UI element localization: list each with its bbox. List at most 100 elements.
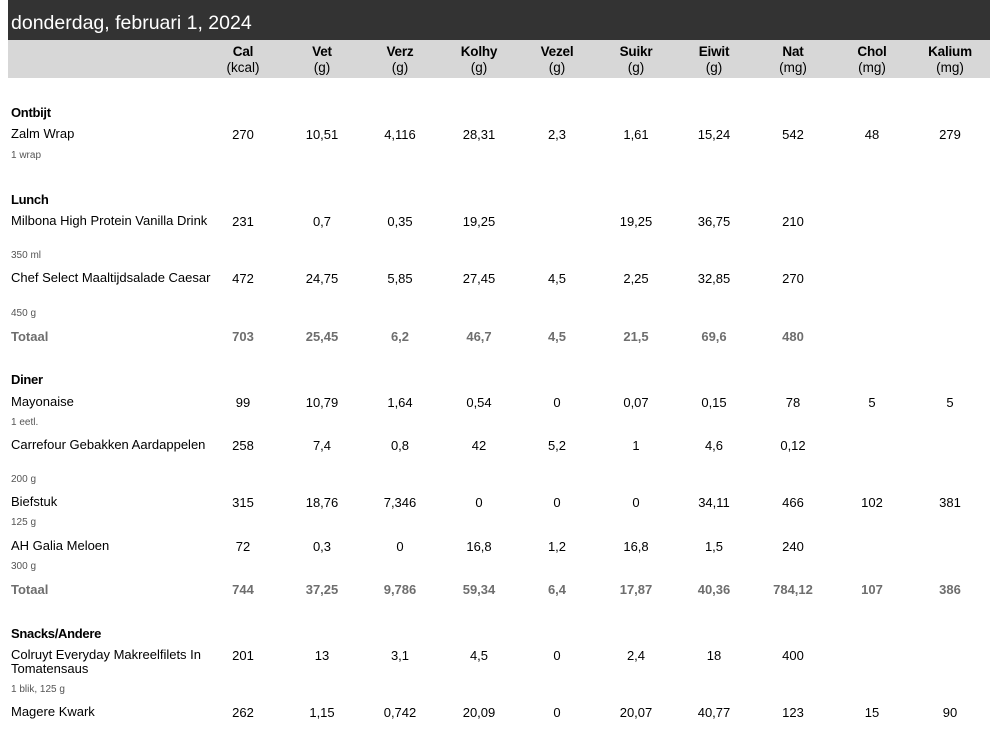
col-header-kalium: Kalium (mg) — [928, 44, 972, 75]
total-vet: 25,45 — [305, 329, 339, 344]
cell-vet: 0,7 — [312, 214, 332, 229]
cell-eiwit: 40,77 — [697, 705, 731, 720]
cell-cal: 315 — [232, 495, 254, 510]
food-name[interactable]: Milbona High Protein Vanilla Drink — [11, 213, 208, 228]
cell-vet: 13 — [314, 648, 330, 663]
cell-cal: 231 — [232, 214, 254, 229]
cell-kalium: 5 — [946, 395, 954, 410]
food-name[interactable]: Biefstuk — [11, 494, 58, 509]
cell-kolhy: 0,54 — [466, 395, 492, 410]
cell-vezel: 5,2 — [547, 438, 567, 453]
section-title-diner: Diner — [11, 372, 43, 387]
total-label: Totaal — [11, 582, 49, 597]
cell-verz: 4,116 — [384, 127, 416, 142]
cell-nat: 0,12 — [780, 438, 806, 453]
cell-chol: 102 — [861, 495, 883, 510]
total-kolhy: 59,34 — [462, 582, 496, 597]
total-nat: 480 — [782, 329, 804, 344]
cell-vet: 10,79 — [305, 395, 339, 410]
food-name[interactable]: Carrefour Gebakken Aardappelen — [11, 437, 206, 452]
section-title-ontbijt: Ontbijt — [11, 105, 51, 120]
cell-vezel: 0 — [553, 705, 561, 720]
portion-size: 125 g — [11, 517, 37, 528]
portion-size: 200 g — [11, 474, 37, 485]
cell-eiwit: 34,11 — [698, 495, 730, 510]
food-name[interactable]: Chef Select Maaltijdsalade Caesar — [11, 270, 211, 285]
cell-verz: 0,742 — [383, 705, 417, 720]
cell-chol: 48 — [864, 127, 880, 142]
cell-vezel: 4,5 — [547, 271, 567, 286]
col-header-vezel: Vezel (g) — [540, 44, 574, 75]
cell-suikr: 16,8 — [623, 539, 649, 554]
food-name[interactable]: Zalm Wrap — [11, 126, 75, 141]
cell-vet: 1,15 — [309, 705, 335, 720]
total-verz: 6,2 — [390, 329, 410, 344]
total-cal: 703 — [232, 329, 254, 344]
cell-suikr: 20,07 — [619, 705, 653, 720]
cell-vet: 7,4 — [312, 438, 332, 453]
cell-cal: 270 — [232, 127, 254, 142]
total-nat: 784,12 — [773, 582, 813, 597]
total-chol: 107 — [861, 582, 883, 597]
cell-kalium: 90 — [942, 705, 958, 720]
cell-chol: 15 — [864, 705, 880, 720]
total-verz: 9,786 — [383, 582, 417, 597]
cell-kolhy: 20,09 — [462, 705, 496, 720]
total-kolhy: 46,7 — [466, 329, 492, 344]
cell-vezel: 0 — [553, 395, 561, 410]
total-suikr: 21,5 — [623, 329, 649, 344]
col-header-verz: Verz (g) — [386, 44, 414, 75]
cell-cal: 258 — [232, 438, 254, 453]
cell-eiwit: 32,85 — [697, 271, 731, 286]
food-name[interactable]: AH Galia Meloen — [11, 538, 110, 553]
portion-size: 450 g — [11, 308, 37, 319]
cell-verz: 5,85 — [387, 271, 413, 286]
section-title-snacks: Snacks/Andere — [11, 626, 102, 641]
cell-kolhy: 42 — [471, 438, 487, 453]
page-title: donderdag, februari 1, 2024 — [11, 12, 252, 34]
cell-cal: 472 — [232, 271, 254, 286]
total-eiwit: 69,6 — [701, 329, 727, 344]
cell-nat: 466 — [782, 495, 804, 510]
cell-kolhy: 16,8 — [466, 539, 492, 554]
food-name[interactable]: Colruyt Everyday Makreelfilets In Tomate… — [11, 647, 202, 676]
total-vezel: 6,4 — [547, 582, 567, 597]
cell-vezel: 0 — [553, 495, 561, 510]
cell-vezel: 0 — [553, 648, 561, 663]
cell-verz: 1,64 — [387, 395, 413, 410]
cell-suikr: 1 — [632, 438, 640, 453]
total-cal: 744 — [232, 582, 254, 597]
portion-size: 1 wrap — [11, 150, 42, 161]
cell-cal: 262 — [232, 705, 254, 720]
col-header-chol: Chol (mg) — [857, 44, 887, 75]
cell-kalium: 279 — [939, 127, 961, 142]
cell-suikr: 19,25 — [619, 214, 653, 229]
portion-size: 300 g — [11, 561, 37, 572]
cell-vet: 24,75 — [305, 271, 339, 286]
portion-size: 1 eetl. — [11, 417, 39, 428]
cell-suikr: 2,4 — [626, 648, 646, 663]
cell-verz: 0,8 — [390, 438, 410, 453]
cell-eiwit: 18 — [706, 648, 722, 663]
cell-vet: 10,51 — [305, 127, 339, 142]
food-name[interactable]: Magere Kwark — [11, 704, 95, 719]
cell-verz: 3,1 — [390, 648, 410, 663]
cell-suikr: 0,07 — [623, 395, 649, 410]
cell-nat: 400 — [782, 648, 804, 663]
cell-vezel: 2,3 — [547, 127, 567, 142]
col-header-vet: Vet (g) — [312, 44, 332, 75]
cell-eiwit: 0,15 — [701, 395, 727, 410]
cell-kolhy: 19,25 — [462, 214, 496, 229]
cell-nat: 123 — [782, 705, 804, 720]
col-header-eiwit: Eiwit (g) — [698, 44, 730, 75]
cell-kalium: 381 — [939, 495, 961, 510]
cell-cal: 99 — [235, 395, 251, 410]
cell-verz: 7,346 — [383, 495, 417, 510]
food-name[interactable]: Mayonaise — [11, 394, 74, 409]
date-header: donderdag, februari 1, 2024 — [8, 0, 990, 40]
cell-kolhy: 0 — [475, 495, 483, 510]
col-header-nat: Nat (mg) — [779, 44, 807, 75]
total-label: Totaal — [11, 329, 49, 344]
total-vezel: 4,5 — [547, 329, 567, 344]
cell-eiwit: 4,6 — [704, 438, 724, 453]
